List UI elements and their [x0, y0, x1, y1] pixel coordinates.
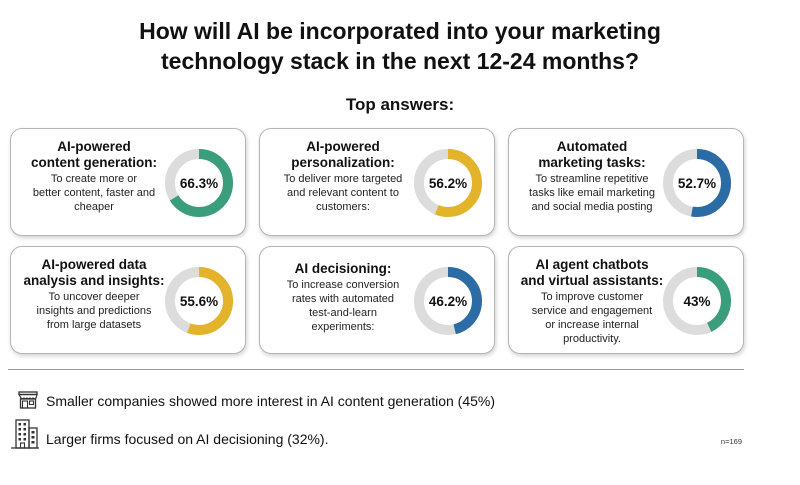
office-building-icon: [10, 418, 40, 455]
donut-value-arc: [165, 267, 233, 335]
card-text: Automated marketing tasks: To streamline r…: [515, 139, 669, 214]
card-description: To uncover deeper insights and prediction…: [17, 290, 171, 332]
card-data-analysis: AI-powered data analysis and insights: To …: [10, 246, 246, 354]
donut-value-label: 55.6%: [180, 294, 218, 309]
card-description-line: test-and-learn: [309, 307, 377, 319]
card-title-line: and virtual assistants:: [520, 273, 664, 288]
donut-value-label: 66.3%: [180, 176, 218, 191]
card-title: AI agent chatbots and virtual assistants:: [515, 257, 669, 289]
donut-svg: 66.3%: [165, 149, 233, 217]
note-larger-firms: Larger firms focused on AI decisioning (…: [46, 431, 329, 447]
card-text: AI agent chatbots and virtual assistants:…: [515, 257, 669, 346]
card-description-line: To uncover deeper: [48, 291, 140, 303]
card-description-line: rates with automated: [291, 293, 395, 305]
donut-value-arc: [414, 267, 482, 335]
donut-value-arc: [165, 149, 233, 217]
donut-value-arc: [663, 267, 731, 335]
card-description-line: To improve customer: [540, 291, 644, 303]
card-description-line: To increase conversion: [286, 279, 400, 291]
card-personalization: AI-powered personalization: To deliver mor…: [259, 128, 495, 236]
card-title-line: AI decisioning:: [294, 261, 392, 276]
donut-svg: 55.6%: [165, 267, 233, 335]
donut-chart: 66.3%: [163, 147, 235, 219]
storefront-icon: [17, 391, 38, 414]
donut-chart: 46.2%: [412, 265, 484, 337]
card-title-line: marketing tasks:: [538, 155, 646, 170]
card-description-line: productivity.: [563, 333, 621, 345]
donut-chart: 56.2%: [412, 147, 484, 219]
card-chatbots-assistants: AI agent chatbots and virtual assistants:…: [508, 246, 744, 354]
donut-svg: 43%: [663, 267, 731, 335]
card-title-line: AI-powered: [306, 139, 380, 154]
card-title: Automated marketing tasks:: [515, 139, 669, 171]
card-text: AI decisioning: To increase conversion rat…: [266, 261, 420, 334]
divider: [8, 369, 744, 370]
card-description-line: better content, faster and: [32, 187, 156, 199]
card-title-line: personalization:: [291, 155, 395, 170]
sample-size-footnote: n=169: [720, 437, 742, 446]
card-description-line: insights and predictions: [36, 305, 152, 317]
card-description-line: or increase internal: [545, 319, 639, 331]
card-description: To create more or better content, faster …: [17, 172, 171, 214]
donut-chart: 55.6%: [163, 265, 235, 337]
card-description-line: To create more or: [50, 173, 138, 185]
card-description: To increase conversion rates with automat…: [266, 278, 420, 334]
card-description: To deliver more targeted and relevant con…: [266, 172, 420, 214]
donut-value-arc: [663, 149, 731, 217]
card-description-line: cheaper: [74, 201, 114, 213]
card-description-line: experiments:: [311, 321, 375, 333]
card-title: AI decisioning:: [266, 261, 420, 277]
card-automated-tasks: Automated marketing tasks: To streamline r…: [508, 128, 744, 236]
card-title: AI-powered content generation:: [17, 139, 171, 171]
note-smaller-companies: Smaller companies showed more interest i…: [46, 393, 496, 409]
card-description: To streamline repetitive tasks like email…: [515, 172, 669, 214]
card-description-line: and social media posting: [531, 201, 653, 213]
donut-value-label: 56.2%: [429, 176, 467, 191]
card-description-line: tasks like email marketing: [529, 187, 655, 199]
card-title-line: Automated: [556, 139, 628, 154]
donut-value-arc: [414, 149, 482, 217]
donut-svg: 46.2%: [414, 267, 482, 335]
card-text: AI-powered data analysis and insights: To …: [17, 257, 171, 332]
card-description: To improve customer service and engagemen…: [515, 290, 669, 346]
card-description-line: and relevant content to: [287, 187, 399, 199]
donut-chart: 52.7%: [661, 147, 733, 219]
card-title-line: AI agent chatbots: [535, 257, 649, 272]
card-text: AI-powered content generation: To create m…: [17, 139, 171, 214]
card-text: AI-powered personalization: To deliver mor…: [266, 139, 420, 214]
card-title: AI-powered data analysis and insights:: [17, 257, 171, 289]
chart-title: How will AI be incorporated into your ma…: [40, 16, 760, 76]
card-description-line: To deliver more targeted: [283, 173, 403, 185]
card-description-line: from large datasets: [46, 319, 142, 331]
donut-value-label: 46.2%: [429, 294, 467, 309]
card-title: AI-powered personalization:: [266, 139, 420, 171]
card-title-line: analysis and insights:: [23, 273, 165, 288]
card-content-generation: AI-powered content generation: To create m…: [10, 128, 246, 236]
chart-title-line-1: How will AI be incorporated into your ma…: [139, 18, 661, 44]
card-ai-decisioning: AI decisioning: To increase conversion rat…: [259, 246, 495, 354]
card-description-line: customers:: [316, 201, 370, 213]
donut-value-label: 52.7%: [678, 176, 716, 191]
donut-chart: 43%: [661, 265, 733, 337]
donut-svg: 56.2%: [414, 149, 482, 217]
donut-value-label: 43%: [683, 294, 710, 309]
card-title-line: content generation:: [30, 155, 157, 170]
donut-svg: 52.7%: [663, 149, 731, 217]
card-description-line: service and engagement: [531, 305, 653, 317]
chart-title-line-2: technology stack in the next 12-24 month…: [161, 48, 639, 74]
card-title-line: AI-powered data: [41, 257, 147, 272]
card-description-line: To streamline repetitive: [535, 173, 649, 185]
card-title-line: AI-powered: [57, 139, 131, 154]
chart-subtitle: Top answers:: [345, 95, 455, 114]
